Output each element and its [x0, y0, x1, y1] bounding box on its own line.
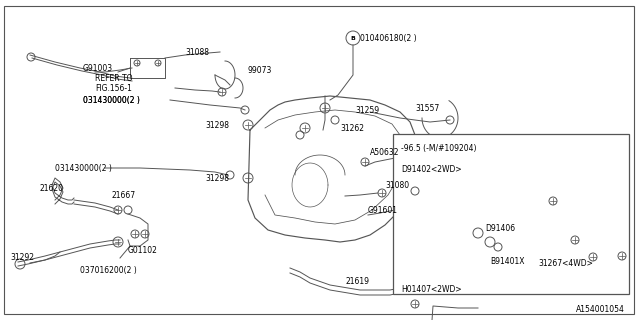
Text: 010406180(2 ): 010406180(2 ) — [360, 34, 417, 43]
Text: B: B — [351, 36, 355, 41]
Bar — [393, 134, 629, 294]
Text: REFER TO: REFER TO — [95, 74, 132, 83]
Text: A154001054: A154001054 — [576, 305, 625, 314]
Text: -96.5 (-M/#109204): -96.5 (-M/#109204) — [401, 143, 477, 153]
Text: 31080: 31080 — [385, 180, 409, 189]
Text: G91003: G91003 — [83, 63, 113, 73]
Text: 031430000(2 ): 031430000(2 ) — [83, 95, 140, 105]
Text: 21619: 21619 — [345, 277, 369, 286]
Text: 31292: 31292 — [10, 252, 34, 261]
Text: 031430000(2 ): 031430000(2 ) — [55, 164, 112, 172]
Text: 31298: 31298 — [205, 173, 229, 182]
Text: A50632: A50632 — [370, 148, 399, 156]
Text: 21620: 21620 — [40, 183, 64, 193]
Text: FIG.156-1: FIG.156-1 — [95, 84, 132, 92]
Text: D91402<2WD>: D91402<2WD> — [401, 164, 461, 173]
Text: 31259: 31259 — [355, 106, 379, 115]
Text: 31557: 31557 — [415, 103, 439, 113]
Text: 031430000(2 ): 031430000(2 ) — [83, 95, 140, 105]
Text: 31262: 31262 — [340, 124, 364, 132]
Text: G01102: G01102 — [128, 245, 158, 254]
Text: 037016200(2 ): 037016200(2 ) — [80, 266, 137, 275]
Text: 31267<4WD>: 31267<4WD> — [538, 260, 593, 268]
Text: G91601: G91601 — [368, 205, 398, 214]
Text: B91401X: B91401X — [490, 258, 525, 267]
Text: D91406: D91406 — [485, 223, 515, 233]
Text: 31088: 31088 — [185, 47, 209, 57]
Text: 31298: 31298 — [205, 121, 229, 130]
Text: 21667: 21667 — [112, 190, 136, 199]
Text: H01407<2WD>: H01407<2WD> — [401, 284, 461, 293]
Text: 99073: 99073 — [248, 66, 273, 75]
